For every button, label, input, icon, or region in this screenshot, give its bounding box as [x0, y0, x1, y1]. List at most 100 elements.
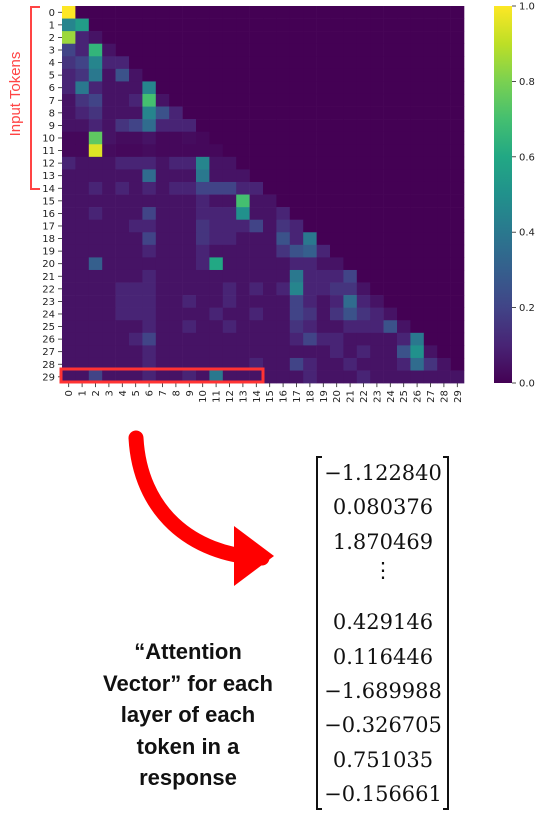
heatmap-cell	[209, 156, 224, 170]
heatmap-cell	[222, 119, 237, 132]
y-tick-label: 9	[49, 121, 55, 132]
heatmap-cell	[370, 269, 384, 283]
heatmap-cell	[343, 119, 358, 132]
heatmap-cell	[343, 307, 358, 321]
y-tick-label: 20	[42, 259, 55, 270]
heatmap-cell	[383, 345, 398, 359]
heatmap-cell	[383, 106, 398, 120]
heatmap-cell	[303, 345, 317, 359]
heatmap-cell	[263, 269, 277, 283]
heatmap-cell	[276, 18, 291, 32]
heatmap-cell	[370, 93, 384, 107]
heatmap-cell	[276, 81, 291, 95]
heatmap-cell	[182, 282, 197, 296]
heatmap-cell	[196, 282, 210, 296]
heatmap-cell	[289, 181, 304, 195]
y-tick-label: 23	[42, 297, 55, 308]
heatmap-cell	[437, 320, 451, 334]
heatmap-cell	[209, 181, 224, 195]
heatmap-cell	[276, 131, 291, 145]
x-tick-label: 18	[305, 390, 316, 403]
heatmap-cell	[276, 370, 291, 384]
heatmap-cell	[383, 370, 398, 384]
heatmap-cell	[196, 269, 210, 283]
heatmap-cell	[410, 345, 425, 359]
heatmap-cell	[263, 106, 277, 120]
heatmap-cell	[62, 244, 76, 258]
heatmap-cell	[115, 345, 130, 359]
heatmap-cell	[62, 207, 76, 220]
heatmap-cell	[182, 119, 197, 132]
heatmap-cell	[142, 282, 157, 296]
heatmap-cell	[330, 106, 344, 120]
heatmap-cell	[437, 56, 451, 70]
heatmap-cell	[209, 244, 224, 258]
heatmap-cell	[450, 18, 465, 32]
heatmap-cell	[196, 131, 210, 145]
heatmap-cell	[62, 43, 76, 57]
heatmap-cell	[276, 181, 291, 195]
heatmap-cell	[356, 257, 371, 271]
y-tick-label: 25	[42, 322, 55, 333]
heatmap-cell	[423, 257, 438, 271]
caption-line: “Attention	[134, 639, 242, 664]
heatmap-cell	[142, 43, 157, 57]
colorbar-tick-label: 1.0	[519, 2, 535, 13]
heatmap-cell	[356, 295, 371, 308]
heatmap-cell	[62, 6, 76, 19]
heatmap-cell	[330, 181, 344, 195]
heatmap-cell	[316, 6, 331, 19]
heatmap-cell	[169, 131, 183, 145]
heatmap-cell	[316, 93, 331, 107]
heatmap-cell	[410, 269, 425, 283]
heatmap-cell	[397, 194, 411, 208]
heatmap-cell	[169, 6, 183, 19]
heatmap-cell	[423, 320, 438, 334]
heatmap-cell	[437, 68, 451, 82]
heatmap-cell	[343, 31, 358, 45]
heatmap-cell	[102, 156, 116, 170]
heatmap-cell	[450, 219, 465, 233]
vector-value: 1.870469	[332, 529, 434, 554]
heatmap-cell	[62, 56, 76, 70]
heatmap-cell	[356, 31, 371, 45]
heatmap-cell	[316, 332, 331, 346]
heatmap-cell	[129, 295, 143, 308]
heatmap-cell	[450, 244, 465, 258]
heatmap-cell	[343, 345, 358, 359]
heatmap-cell	[316, 307, 331, 321]
heatmap-cell	[437, 207, 451, 220]
heatmap-cell	[209, 219, 224, 233]
heatmap-cell	[115, 81, 130, 95]
heatmap-cell	[129, 56, 143, 70]
heatmap-cell	[236, 6, 250, 19]
heatmap-cell	[102, 370, 116, 384]
heatmap-cell	[370, 68, 384, 82]
heatmap-cell	[196, 307, 210, 321]
heatmap-cell	[450, 207, 465, 220]
heatmap-cell	[209, 345, 224, 359]
x-tick-label: 4	[118, 390, 129, 396]
heatmap-cell	[169, 320, 183, 334]
input-tokens-label: Input Tokens	[7, 52, 24, 137]
heatmap-cell	[450, 257, 465, 271]
heatmap-cell	[276, 219, 291, 233]
heatmap-cell	[249, 219, 264, 233]
heatmap-cell	[383, 43, 398, 57]
heatmap-cell	[437, 169, 451, 183]
y-tick-label: 13	[42, 171, 55, 182]
heatmap-cell	[303, 93, 317, 107]
heatmap-cell	[383, 357, 398, 371]
heatmap-cell	[330, 131, 344, 145]
heatmap-cell	[289, 18, 304, 32]
input-tokens-bracket	[30, 6, 40, 190]
x-tick-label: 8	[171, 390, 182, 396]
heatmap-cell	[236, 181, 250, 195]
heatmap-cell	[423, 282, 438, 296]
heatmap-cell	[209, 282, 224, 296]
heatmap-cell	[303, 269, 317, 283]
heatmap-cell	[236, 370, 250, 384]
heatmap-cell	[129, 169, 143, 183]
heatmap-cell	[316, 43, 331, 57]
heatmap-cell	[196, 56, 210, 70]
